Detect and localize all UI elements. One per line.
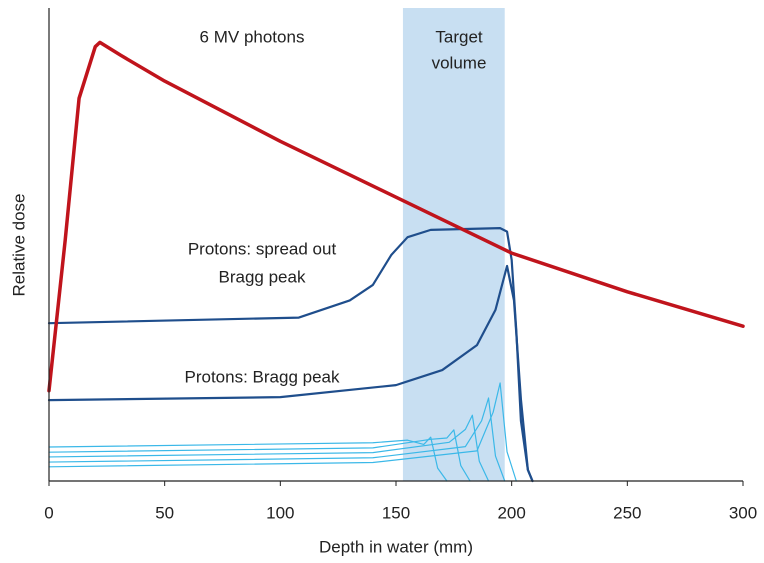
line-series	[48, 397, 506, 482]
x-tick-label: 250	[613, 503, 641, 522]
line-series	[48, 436, 448, 482]
x-tick-label: 100	[266, 503, 294, 522]
line-series	[47, 264, 534, 483]
annotation: Protons: Bragg peak	[185, 367, 340, 386]
target-label: Target	[435, 27, 483, 46]
line-series	[48, 382, 517, 482]
y-axis-label: Relative dose	[9, 193, 28, 296]
x-axis-label: Depth in water (mm)	[319, 537, 473, 556]
x-tick-label: 50	[155, 503, 174, 522]
annotation: Protons: spread out	[188, 239, 337, 258]
line-series	[48, 429, 471, 482]
line-series	[48, 414, 490, 482]
annotation: 6 MV photons	[200, 27, 305, 46]
line-series	[47, 40, 745, 393]
line-layer	[47, 40, 745, 483]
x-tick-label: 300	[729, 503, 757, 522]
x-tick-label: 0	[44, 503, 53, 522]
x-tick-label: 200	[497, 503, 525, 522]
annotation: Bragg peak	[219, 267, 306, 286]
target-label: volume	[432, 53, 487, 72]
x-tick-label: 150	[382, 503, 410, 522]
